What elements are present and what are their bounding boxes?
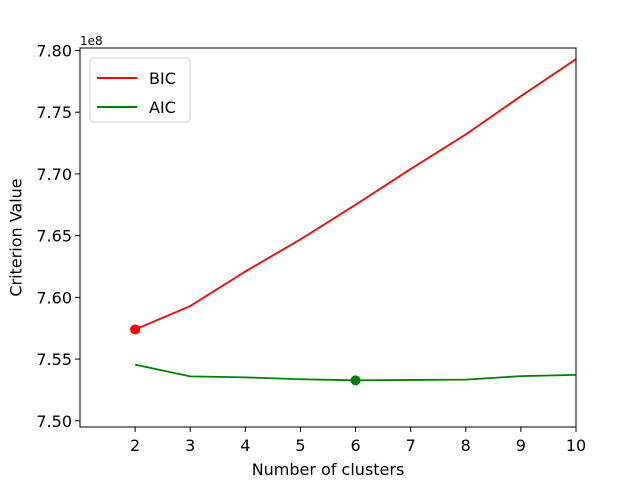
x-tick-label: 10 — [566, 436, 586, 455]
x-tick-label: 7 — [406, 436, 416, 455]
x-tick-label: 9 — [516, 436, 526, 455]
series-marker-bic — [130, 324, 141, 335]
y-axis-label: Criterion Value — [7, 178, 26, 296]
legend-label-bic: BIC — [149, 69, 176, 88]
x-tick-label: 3 — [185, 436, 195, 455]
plot-markers — [130, 324, 361, 386]
y-tick-label: 7.65 — [36, 227, 72, 246]
y-tick-label: 7.50 — [36, 412, 72, 431]
y-axis-offset-label: 1e8 — [80, 34, 103, 48]
y-tick-label: 7.55 — [36, 350, 72, 369]
x-axis-ticks: 2 3 4 5 6 7 8 9 10 — [130, 427, 586, 455]
x-tick-label: 4 — [240, 436, 250, 455]
series-marker-aic — [350, 375, 361, 386]
x-tick-label: 8 — [461, 436, 471, 455]
x-tick-label: 5 — [295, 436, 305, 455]
y-axis-ticks: 7.50 7.55 7.60 7.65 7.70 7.75 7.80 — [36, 41, 80, 431]
x-tick-label: 6 — [350, 436, 360, 455]
x-tick-label: 2 — [130, 436, 140, 455]
y-tick-label: 7.75 — [36, 103, 72, 122]
x-axis-label: Number of clusters — [252, 460, 405, 479]
plot-frame — [79, 47, 577, 428]
legend-label-aic: AIC — [149, 98, 176, 117]
legend: BIC AIC — [89, 57, 191, 123]
y-tick-label: 7.80 — [36, 41, 72, 60]
y-tick-label: 7.60 — [36, 288, 72, 307]
y-tick-label: 7.70 — [36, 165, 72, 184]
series-line-bic — [134, 58, 577, 331]
